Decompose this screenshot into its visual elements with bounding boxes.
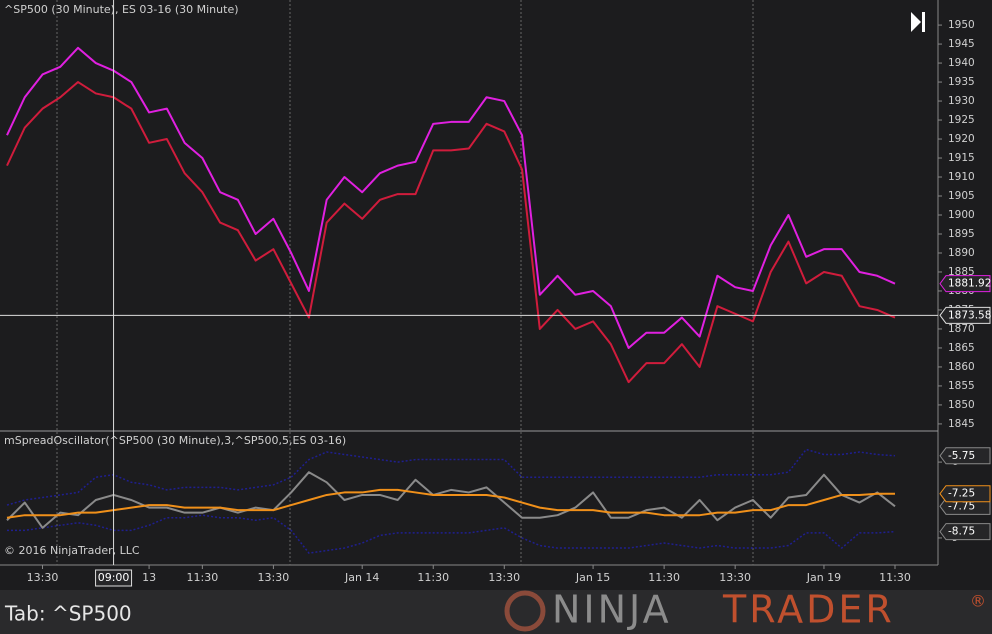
- panel-title: ^SP500 (30 Minute), ES 03-16 (30 Minute): [4, 3, 239, 16]
- x-tick-label: 13: [142, 571, 156, 584]
- x-tick-label: 11:30: [417, 571, 449, 584]
- last-value-label-box: [939, 485, 991, 503]
- copyright: © 2016 NinjaTrader, LLC: [4, 544, 140, 557]
- last-value-label: -7.25: [948, 488, 975, 500]
- y-tick-label: 1870: [948, 323, 975, 335]
- x-tick-label: 11:30: [648, 571, 680, 584]
- x-tick-label: 11:30: [879, 571, 911, 584]
- series-line: [6, 488, 895, 519]
- logo: NINJA TRADER ®: [504, 588, 986, 632]
- crosshair-price-label: 1873.58: [948, 309, 991, 321]
- last-value-label-box: [939, 275, 991, 293]
- x-tick-label: 13:30: [27, 571, 59, 584]
- y-tick-label: 1900: [948, 209, 975, 221]
- series-line: [6, 471, 896, 529]
- y-tick-label: 1910: [948, 171, 975, 183]
- x-tick-label: Jan 15: [575, 571, 610, 584]
- series-line: [7, 514, 896, 554]
- panel-title: mSpreadOscillator(^SP500 (30 Minute),3,^…: [4, 434, 346, 447]
- crosshair-time-box: [95, 569, 133, 587]
- logo-icon: [504, 590, 546, 632]
- y-tick-label: 1940: [948, 57, 975, 69]
- last-value-label-box: [939, 447, 991, 465]
- y-tick-label: 1935: [948, 76, 975, 88]
- y-tick-label: 1920: [948, 133, 975, 145]
- last-value-label: -7.75: [948, 500, 975, 512]
- series-line: [6, 81, 896, 384]
- y-tick-label: 1885: [948, 266, 975, 278]
- logo-text: NINJA: [552, 588, 672, 632]
- y-tick-label: 1845: [948, 418, 975, 430]
- last-value-label: 1881.92: [948, 278, 991, 290]
- last-value-label-box: [939, 523, 991, 541]
- x-tick-label: 11:30: [187, 571, 219, 584]
- background: [0, 0, 992, 590]
- last-value-label: -8.75: [948, 526, 975, 538]
- y-tick-label: 1865: [948, 342, 975, 354]
- x-tick-label: Jan 14: [344, 571, 379, 584]
- x-tick-label: 13:30: [258, 571, 290, 584]
- y-tick-label: 1925: [948, 114, 975, 126]
- y-tick-label: 1850: [948, 399, 975, 411]
- y-tick-label: 1895: [948, 228, 975, 240]
- crosshair-time-label: 09:00: [98, 571, 130, 584]
- y-tick-label: 1890: [948, 247, 975, 259]
- play-icon[interactable]: [911, 12, 921, 32]
- plot: [6, 46, 896, 554]
- tab-bar: [0, 590, 992, 634]
- x-tick-label: Jan 19: [806, 571, 841, 584]
- x-tick-label: 13:30: [719, 571, 751, 584]
- y-tick-label: 1930: [948, 95, 975, 107]
- scroll-end-button[interactable]: [911, 12, 925, 32]
- last-value-label: -5.75: [948, 450, 975, 462]
- series-line: [6, 46, 896, 349]
- y-tick-label: 1950: [948, 19, 975, 31]
- play-bar[interactable]: [922, 12, 925, 32]
- x-tick-label: 13:30: [488, 571, 520, 584]
- tab-label[interactable]: Tab: ^SP500: [4, 602, 132, 626]
- y-tick-label: 1905: [948, 190, 975, 202]
- y-tick-label: 1855: [948, 380, 975, 392]
- logo-text: TRADER: [722, 588, 895, 632]
- logo-mark: ®: [970, 592, 986, 611]
- y-tick-label: 1915: [948, 152, 975, 164]
- series-line: [6, 448, 896, 506]
- y-tick-label: 1860: [948, 361, 975, 373]
- y-tick-label: 1945: [948, 38, 975, 50]
- crosshair-price-label-box: [939, 306, 991, 324]
